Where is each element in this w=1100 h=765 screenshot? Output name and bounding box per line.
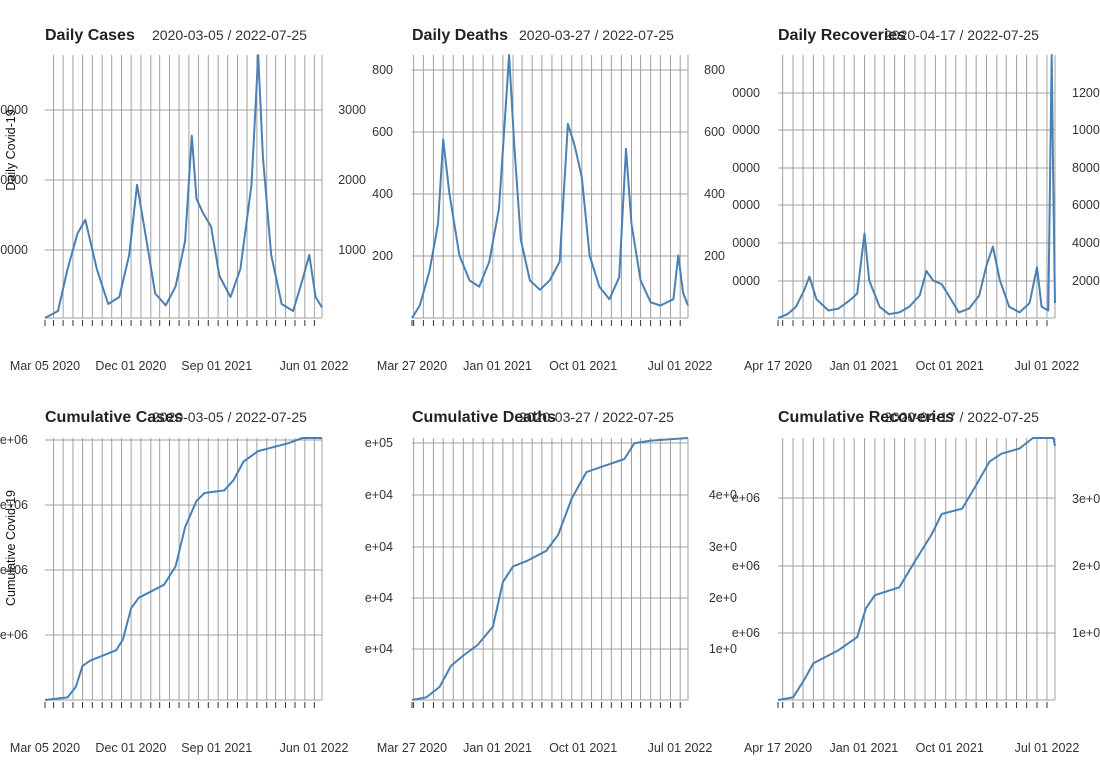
y-tick-label-left: e+06 (732, 491, 760, 505)
series-line (777, 54, 1056, 319)
panel-date-range: 2020-03-05 / 2022-07-25 (152, 27, 307, 43)
y-tick-label-left: e+06 (732, 559, 760, 573)
y-tick-label-right: 4e+0 (709, 488, 737, 502)
x-tick-label: Oct 01 2021 (549, 741, 617, 755)
y-tick-label-left: e+04 (365, 488, 393, 502)
x-tick-label: Jul 01 2022 (1015, 359, 1080, 373)
y-tick-label-right: 2e+0 (1072, 559, 1100, 573)
y-tick-label-left: e+06 (0, 498, 28, 512)
y-tick-label-left: 0000 (732, 86, 760, 100)
x-tick-label: Jan 01 2021 (829, 359, 898, 373)
y-tick-label-left: 0000 (0, 173, 28, 187)
y-tick-label-right: 6000 (1072, 198, 1100, 212)
x-tick-label: Apr 17 2020 (744, 741, 812, 755)
y-axis-title: Cumulative Covid-19 (4, 490, 18, 606)
panel-date-range: 2020-04-17 / 2022-07-25 (884, 27, 1039, 43)
y-tick-label-right: 2e+0 (709, 591, 737, 605)
y-tick-label-right: 800 (704, 63, 725, 77)
x-tick-label: Oct 01 2021 (916, 359, 984, 373)
panel-title: Daily Cases (45, 27, 135, 44)
y-tick-label-left: e+06 (0, 628, 28, 642)
panel-title: Cumulative Cases (45, 409, 183, 426)
panel-date-range: 2020-03-27 / 2022-07-25 (519, 409, 674, 425)
x-tick-label: Jun 01 2022 (280, 359, 349, 373)
y-tick-label-right: 1e+0 (709, 642, 737, 656)
y-tick-label-left: e+06 (0, 433, 28, 447)
y-tick-label-right: 2000 (1072, 274, 1100, 288)
series-line (44, 54, 323, 319)
y-tick-label-left: 400 (372, 187, 393, 201)
y-tick-label-left: 0000 (732, 236, 760, 250)
x-tick-label: Dec 01 2020 (95, 359, 166, 373)
x-tick-label: Jan 01 2021 (463, 741, 532, 755)
x-tick-label: Jan 01 2021 (829, 741, 898, 755)
panel-title: Daily Recoveries (778, 27, 906, 44)
y-tick-label-left: 600 (372, 125, 393, 139)
y-tick-label-right: 4000 (1072, 236, 1100, 250)
y-tick-label-left: 0000 (732, 123, 760, 137)
series-line (44, 437, 322, 701)
panel-title: Cumulative Deaths (412, 409, 556, 426)
x-tick-label: Sep 01 2021 (181, 359, 252, 373)
x-tick-label: Oct 01 2021 (549, 359, 617, 373)
y-tick-label-left: e+04 (365, 591, 393, 605)
series-line (411, 437, 689, 701)
x-tick-label: Jan 01 2021 (463, 359, 532, 373)
y-tick-label-left: 800 (372, 63, 393, 77)
panel-date-range: 2020-04-17 / 2022-07-25 (884, 409, 1039, 425)
x-tick-label: Mar 05 2020 (10, 359, 80, 373)
x-tick-label: Oct 01 2021 (916, 741, 984, 755)
y-tick-label-left: e+04 (365, 642, 393, 656)
x-tick-label: Mar 27 2020 (377, 741, 447, 755)
y-tick-label-left: 0000 (0, 103, 28, 117)
x-tick-label: Jul 01 2022 (648, 741, 713, 755)
x-tick-label: Sep 01 2021 (181, 741, 252, 755)
y-tick-label-right: 8000 (1072, 161, 1100, 175)
y-tick-label-right: 600 (704, 125, 725, 139)
x-tick-label: Jul 01 2022 (1015, 741, 1080, 755)
y-tick-label-left: e+04 (365, 540, 393, 554)
y-tick-label-left: 200 (372, 249, 393, 263)
x-tick-label: Mar 27 2020 (377, 359, 447, 373)
y-tick-label-right: 1e+0 (1072, 626, 1100, 640)
y-tick-label-right: 3e+0 (709, 540, 737, 554)
y-tick-label-left: 0000 (732, 161, 760, 175)
panel-title: Daily Deaths (412, 27, 508, 44)
series-line (777, 437, 1056, 701)
y-axis-title: Daily Covid-19 (4, 109, 18, 190)
y-tick-label-right: 2000 (338, 173, 366, 187)
y-tick-label-right: 400 (704, 187, 725, 201)
y-tick-label-left: 0000 (732, 198, 760, 212)
series-line (411, 54, 689, 319)
y-tick-label-right: 3000 (338, 103, 366, 117)
y-tick-label-right: 200 (704, 249, 725, 263)
panel-date-range: 2020-03-27 / 2022-07-25 (519, 27, 674, 43)
y-tick-label-right: 1000 (338, 243, 366, 257)
y-tick-label-left: e+06 (0, 563, 28, 577)
y-tick-label-left: e+06 (732, 626, 760, 640)
x-tick-label: Jul 01 2022 (648, 359, 713, 373)
panel-date-range: 2020-03-05 / 2022-07-25 (152, 409, 307, 425)
y-tick-label-right: 3e+0 (1072, 492, 1100, 506)
y-tick-label-right: 1000 (1072, 123, 1100, 137)
panel-title: Cumulative Recoveries (778, 409, 954, 426)
x-tick-label: Apr 17 2020 (744, 359, 812, 373)
y-tick-label-left: e+05 (365, 436, 393, 450)
y-tick-label-left: 0000 (0, 243, 28, 257)
y-tick-label-right: 1200 (1072, 86, 1100, 100)
x-tick-label: Jun 01 2022 (280, 741, 349, 755)
y-tick-label-left: 0000 (732, 274, 760, 288)
x-tick-label: Dec 01 2020 (95, 741, 166, 755)
x-tick-label: Mar 05 2020 (10, 741, 80, 755)
